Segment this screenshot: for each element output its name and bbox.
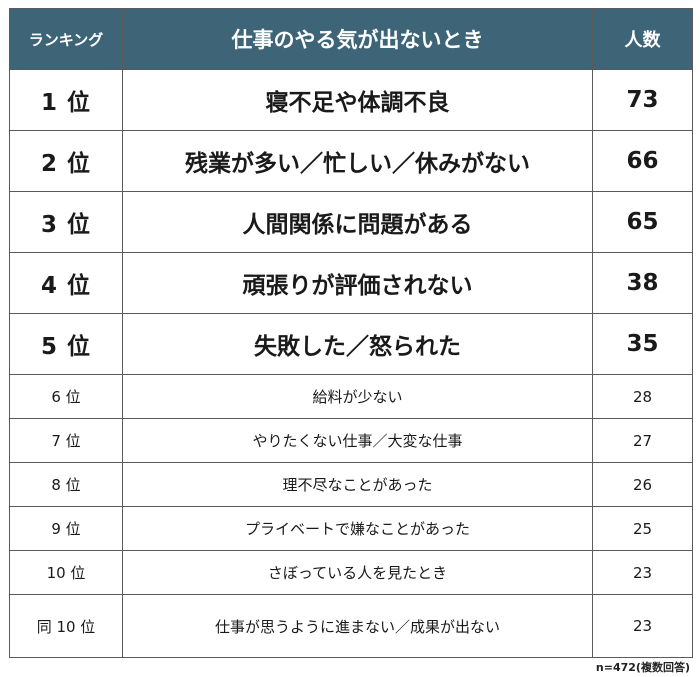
reason-cell: さぼっている人を見たとき <box>122 550 593 595</box>
ranking-table: ランキング 仕事のやる気が出ないとき 人数 1 位 寝不足や体調不良 73 2 … <box>9 8 693 658</box>
rank-cell: 6 位 <box>9 374 123 419</box>
reason-cell: 仕事が思うように進まない／成果が出ない <box>122 594 593 658</box>
rank-cell: 2 位 <box>9 130 123 192</box>
rank-cell: 10 位 <box>9 550 123 595</box>
rank-cell: 5 位 <box>9 313 123 375</box>
reason-cell: 残業が多い／忙しい／休みがない <box>122 130 593 192</box>
table-row: 同 10 位 仕事が思うように進まない／成果が出ない 23 <box>9 594 693 658</box>
count-cell: 23 <box>592 594 693 658</box>
table-row: 7 位 やりたくない仕事／大変な仕事 27 <box>9 418 693 463</box>
reason-cell: 人間関係に問題がある <box>122 191 593 253</box>
rank-cell: 9 位 <box>9 506 123 551</box>
header-row: ランキング 仕事のやる気が出ないとき 人数 <box>9 8 693 70</box>
reason-cell: 給料が少ない <box>122 374 593 419</box>
header-rank: ランキング <box>9 8 123 70</box>
rank-cell: 3 位 <box>9 191 123 253</box>
header-reason: 仕事のやる気が出ないとき <box>122 8 593 70</box>
count-cell: 73 <box>592 69 693 131</box>
rank-cell: 8 位 <box>9 462 123 507</box>
rank-cell: 1 位 <box>9 69 123 131</box>
count-cell: 66 <box>592 130 693 192</box>
rank-cell: 4 位 <box>9 252 123 314</box>
reason-cell: プライベートで嫌なことがあった <box>122 506 593 551</box>
count-cell: 26 <box>592 462 693 507</box>
count-cell: 27 <box>592 418 693 463</box>
reason-cell: 寝不足や体調不良 <box>122 69 593 131</box>
rank-cell: 同 10 位 <box>9 594 123 658</box>
header-count: 人数 <box>592 8 693 70</box>
count-cell: 23 <box>592 550 693 595</box>
count-cell: 38 <box>592 252 693 314</box>
table-row: 3 位 人間関係に問題がある 65 <box>9 191 693 253</box>
table-row: 6 位 給料が少ない 28 <box>9 374 693 419</box>
count-cell: 25 <box>592 506 693 551</box>
sample-size-note: n=472(複数回答) <box>595 661 690 674</box>
table-row: 1 位 寝不足や体調不良 73 <box>9 69 693 131</box>
table-row: 2 位 残業が多い／忙しい／休みがない 66 <box>9 130 693 192</box>
table-row: 8 位 理不尽なことがあった 26 <box>9 462 693 507</box>
reason-cell: 頑張りが評価されない <box>122 252 593 314</box>
count-cell: 35 <box>592 313 693 375</box>
reason-cell: やりたくない仕事／大変な仕事 <box>122 418 593 463</box>
table-row: 4 位 頑張りが評価されない 38 <box>9 252 693 314</box>
table-row: 9 位 プライベートで嫌なことがあった 25 <box>9 506 693 551</box>
rank-cell: 7 位 <box>9 418 123 463</box>
table-row: 10 位 さぼっている人を見たとき 23 <box>9 550 693 595</box>
count-cell: 28 <box>592 374 693 419</box>
reason-cell: 理不尽なことがあった <box>122 462 593 507</box>
table-row: 5 位 失敗した／怒られた 35 <box>9 313 693 375</box>
count-cell: 65 <box>592 191 693 253</box>
reason-cell: 失敗した／怒られた <box>122 313 593 375</box>
